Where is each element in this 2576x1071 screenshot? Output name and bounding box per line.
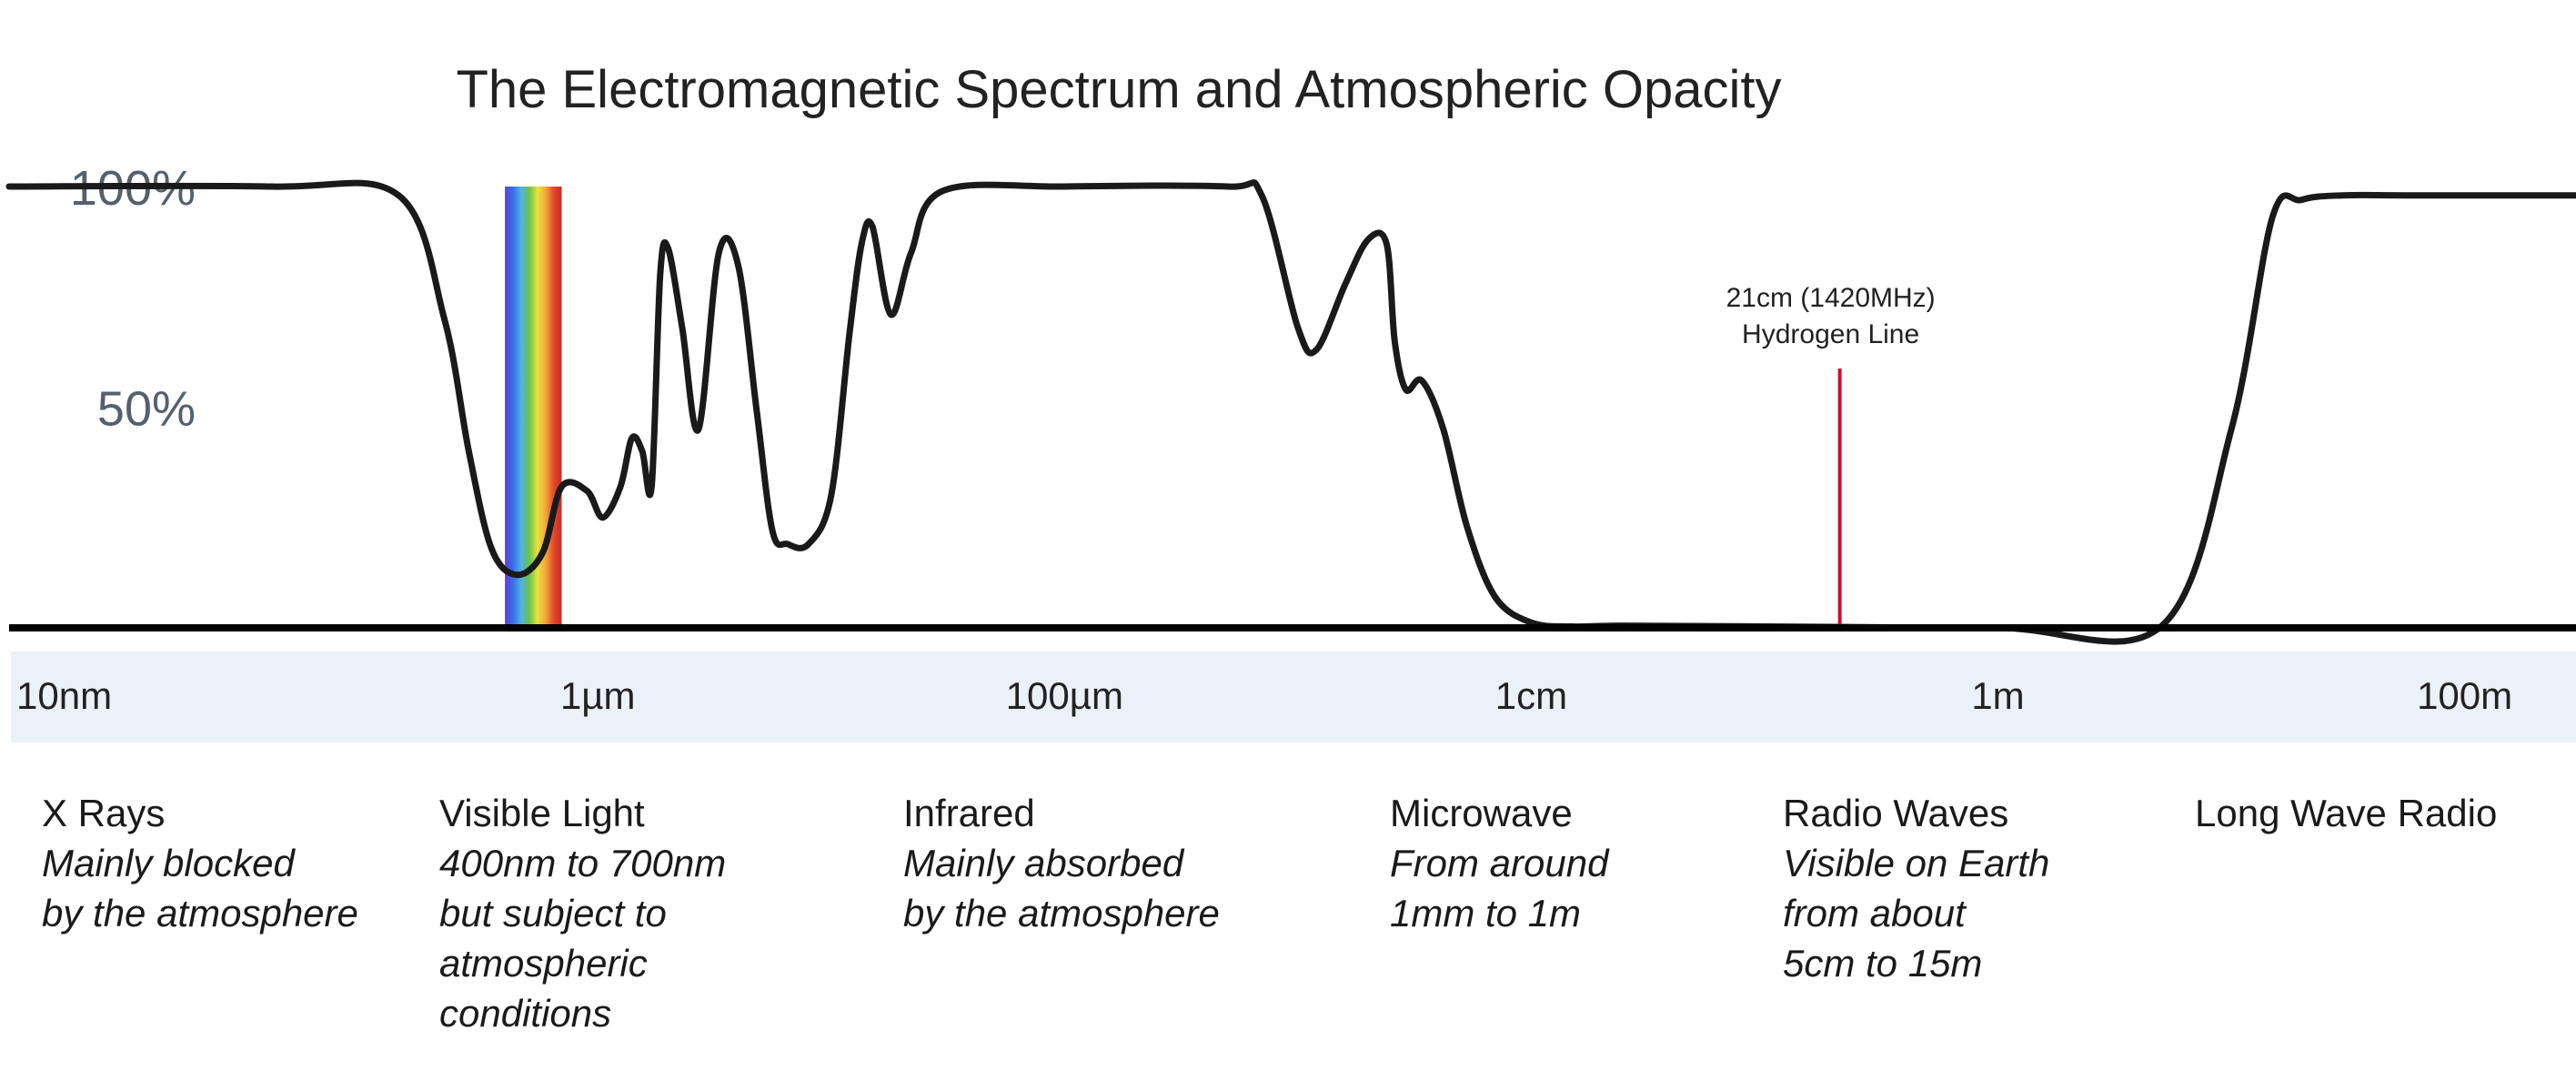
category-block: Visible Light 400nm to 700nm but subject … <box>439 788 726 1038</box>
y-axis-ticks: 100%50% <box>70 161 196 437</box>
category-description: Visible on Earth from about 5cm to 15m <box>1783 842 2050 985</box>
chart-title: The Electromagnetic Spectrum and Atmosph… <box>456 60 1781 119</box>
x-tick-band <box>11 652 2576 743</box>
annotation-label: 21cm (1420MHz) <box>1726 283 1936 313</box>
category-name: Infrared <box>903 792 1035 834</box>
annotation-label: Hydrogen Line <box>1742 319 1919 349</box>
x-tick-label: 1µm <box>560 674 636 717</box>
opacity-curve <box>5 179 2576 645</box>
x-tick-label: 100m <box>2417 674 2512 717</box>
category-name: Radio Waves <box>1783 792 2009 834</box>
category-block: Microwave From around 1mm to 1m <box>1390 788 1608 938</box>
x-axis-ticks: 10nm 1µm 100µm 1cm 1m 100m <box>16 674 2512 717</box>
x-tick-label: 10nm <box>16 674 112 717</box>
category-description: From around 1mm to 1m <box>1390 842 1609 935</box>
x-tick-label: 1cm <box>1495 674 1567 717</box>
category-name: X Rays <box>42 792 166 834</box>
category-name: Long Wave Radio <box>2195 792 2498 834</box>
category-block: Long Wave Radio <box>2195 788 2497 838</box>
category-name: Visible Light <box>439 792 645 834</box>
x-tick-label: 100µm <box>1006 674 1123 717</box>
x-tick-label: 1m <box>1971 674 2024 717</box>
category-name: Microwave <box>1390 792 1573 834</box>
category-description: Mainly blocked by the atmosphere <box>42 842 358 935</box>
category-block: Infrared Mainly absorbed by the atmospher… <box>903 788 1220 938</box>
category-block: Radio Waves Visible on Earth from about 5… <box>1783 788 2049 988</box>
category-description: Mainly absorbed by the atmosphere <box>903 842 1220 935</box>
visible-light-band <box>505 187 562 628</box>
category-description: 400nm to 700nm but subject to atmospheri… <box>439 842 727 1035</box>
category-block: X Rays Mainly blocked by the atmosphere <box>42 788 358 938</box>
annotations: 21cm (1420MHz) Hydrogen Line <box>1726 283 1936 624</box>
y-tick-label: 50% <box>97 382 196 437</box>
